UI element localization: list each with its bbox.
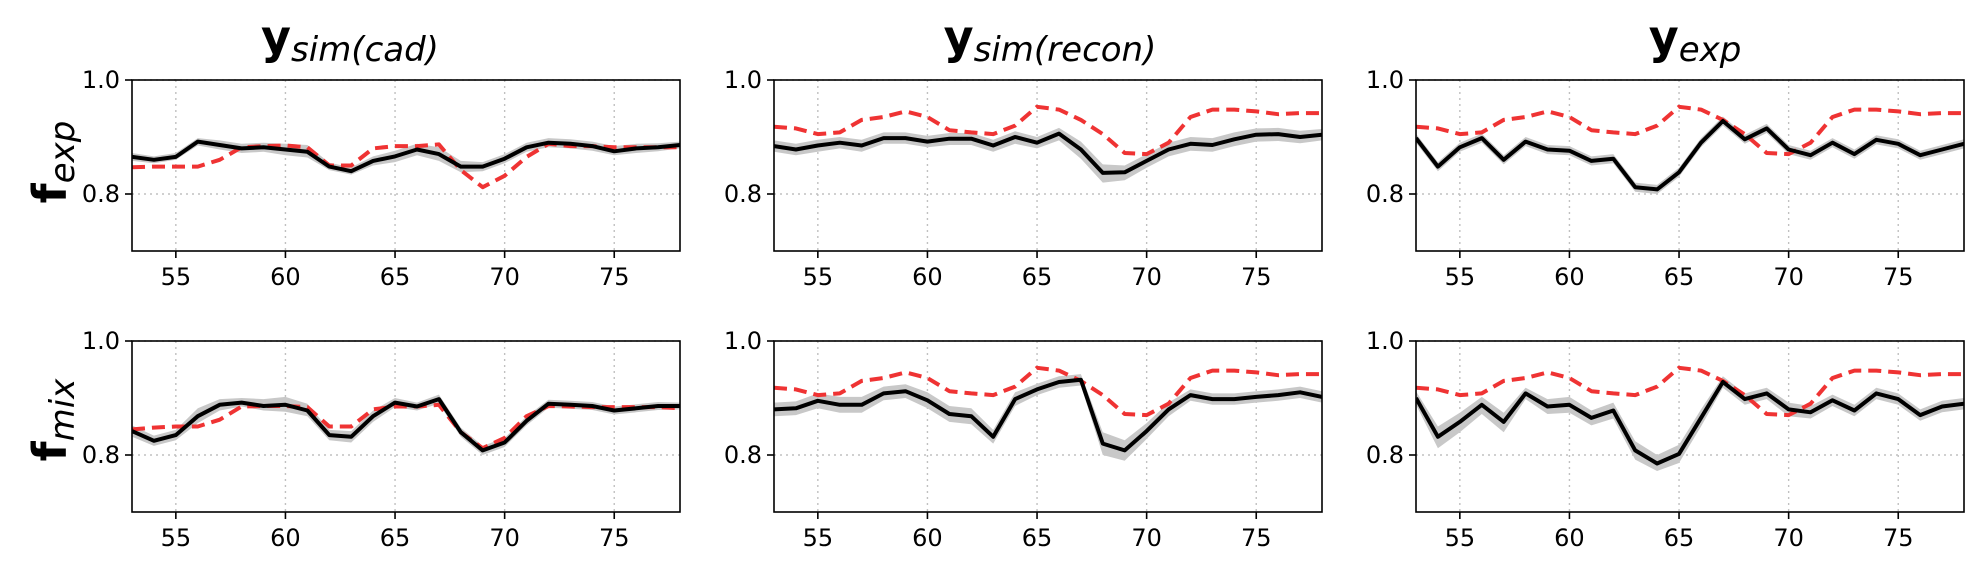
x-tick-label: 65	[1022, 263, 1053, 291]
axes-frame	[773, 79, 1323, 252]
uncertainty-band	[774, 374, 1322, 461]
panel-r0-c1: 55 60 65 70 75 0.8 1.0	[724, 66, 1323, 291]
y-tick-label: 1.0	[82, 327, 120, 355]
x-tick-label: 65	[1022, 524, 1053, 552]
x-tick-label: 55	[1445, 524, 1476, 552]
row-title-f-mix: fmix	[23, 378, 83, 462]
x-tick-label: 70	[1773, 263, 1804, 291]
plot-area	[132, 138, 680, 190]
x-tick-label: 65	[380, 524, 411, 552]
mean-line	[1416, 119, 1964, 192]
axes-frame	[131, 340, 681, 513]
x-tick-label: 75	[1883, 524, 1914, 552]
x-tick-label: 60	[270, 524, 301, 552]
uncertainty-band	[774, 127, 1322, 183]
column-title-sim-recon: ysim(recon)	[944, 10, 1157, 70]
plot-area	[1416, 104, 1964, 194]
uncertainty-band	[1416, 376, 1964, 471]
panel-r1-c2: 55 60 65 70 75 0.8 1.0	[1366, 327, 1965, 552]
x-tick-label: 70	[489, 524, 520, 552]
plot-area	[132, 394, 680, 455]
x-tick-label: 60	[912, 524, 943, 552]
reference-dashed-line	[774, 365, 1322, 418]
reference-dashed-line	[774, 104, 1322, 157]
x-tick-label: 75	[1883, 263, 1914, 291]
reference-dashed-line	[1416, 104, 1964, 157]
reference-dashed-line	[1416, 365, 1964, 418]
y-tick-label: 0.8	[1366, 441, 1404, 469]
axes-frame	[131, 79, 681, 252]
x-tick-label: 75	[599, 263, 630, 291]
x-tick-label: 70	[1773, 524, 1804, 552]
y-tick-label: 0.8	[82, 441, 120, 469]
x-tick-label: 65	[380, 263, 411, 291]
x-tick-label: 60	[1554, 524, 1585, 552]
y-tick-label: 1.0	[724, 66, 762, 94]
x-tick-label: 65	[1664, 263, 1695, 291]
axes-frame	[1415, 79, 1965, 252]
x-tick-label: 75	[599, 524, 630, 552]
panel-r0-c0: 55 60 65 70 75 0.8 1.0	[82, 66, 681, 291]
panels: 55 60 65 70 75 0.8 1.0 55 60 65 70 75 0.8 1.0 55 60 65 70…	[82, 66, 1965, 552]
panel-r1-c1: 55 60 65 70 75 0.8 1.0	[724, 327, 1323, 552]
x-tick-label: 75	[1241, 263, 1272, 291]
y-tick-label: 1.0	[1366, 66, 1404, 94]
panel-r0-c2: 55 60 65 70 75 0.8 1.0	[1366, 66, 1965, 291]
x-tick-label: 55	[161, 524, 192, 552]
column-title-sim-cad: ysim(cad)	[261, 10, 439, 70]
y-tick-label: 0.8	[724, 180, 762, 208]
x-tick-label: 60	[270, 263, 301, 291]
x-tick-label: 55	[1445, 263, 1476, 291]
mean-line	[1416, 380, 1964, 466]
mean-line	[774, 377, 1322, 453]
axes-frame	[1415, 340, 1965, 513]
column-title-exp: yexp	[1649, 10, 1742, 70]
plot-area	[774, 365, 1322, 461]
plot-area	[1416, 365, 1964, 471]
mean-line	[132, 397, 680, 453]
y-tick-label: 0.8	[82, 180, 120, 208]
x-tick-label: 70	[1131, 524, 1162, 552]
x-tick-label: 55	[803, 524, 834, 552]
y-tick-label: 0.8	[1366, 180, 1404, 208]
x-tick-label: 55	[803, 263, 834, 291]
x-tick-label: 60	[1554, 263, 1585, 291]
x-tick-label: 55	[161, 263, 192, 291]
row-title-f-exp: fexp	[23, 121, 83, 204]
plot-area	[774, 104, 1322, 183]
x-tick-label: 70	[489, 263, 520, 291]
x-tick-label: 75	[1241, 524, 1272, 552]
y-tick-label: 0.8	[724, 441, 762, 469]
x-tick-label: 65	[1664, 524, 1695, 552]
y-tick-label: 1.0	[724, 327, 762, 355]
mean-line	[774, 131, 1322, 175]
x-tick-label: 60	[912, 263, 943, 291]
axes-frame	[773, 340, 1323, 513]
mean-line	[132, 139, 680, 174]
y-tick-label: 1.0	[1366, 327, 1404, 355]
panel-r1-c0: 55 60 65 70 75 0.8 1.0	[82, 327, 681, 552]
y-tick-label: 1.0	[82, 66, 120, 94]
x-tick-label: 70	[1131, 263, 1162, 291]
